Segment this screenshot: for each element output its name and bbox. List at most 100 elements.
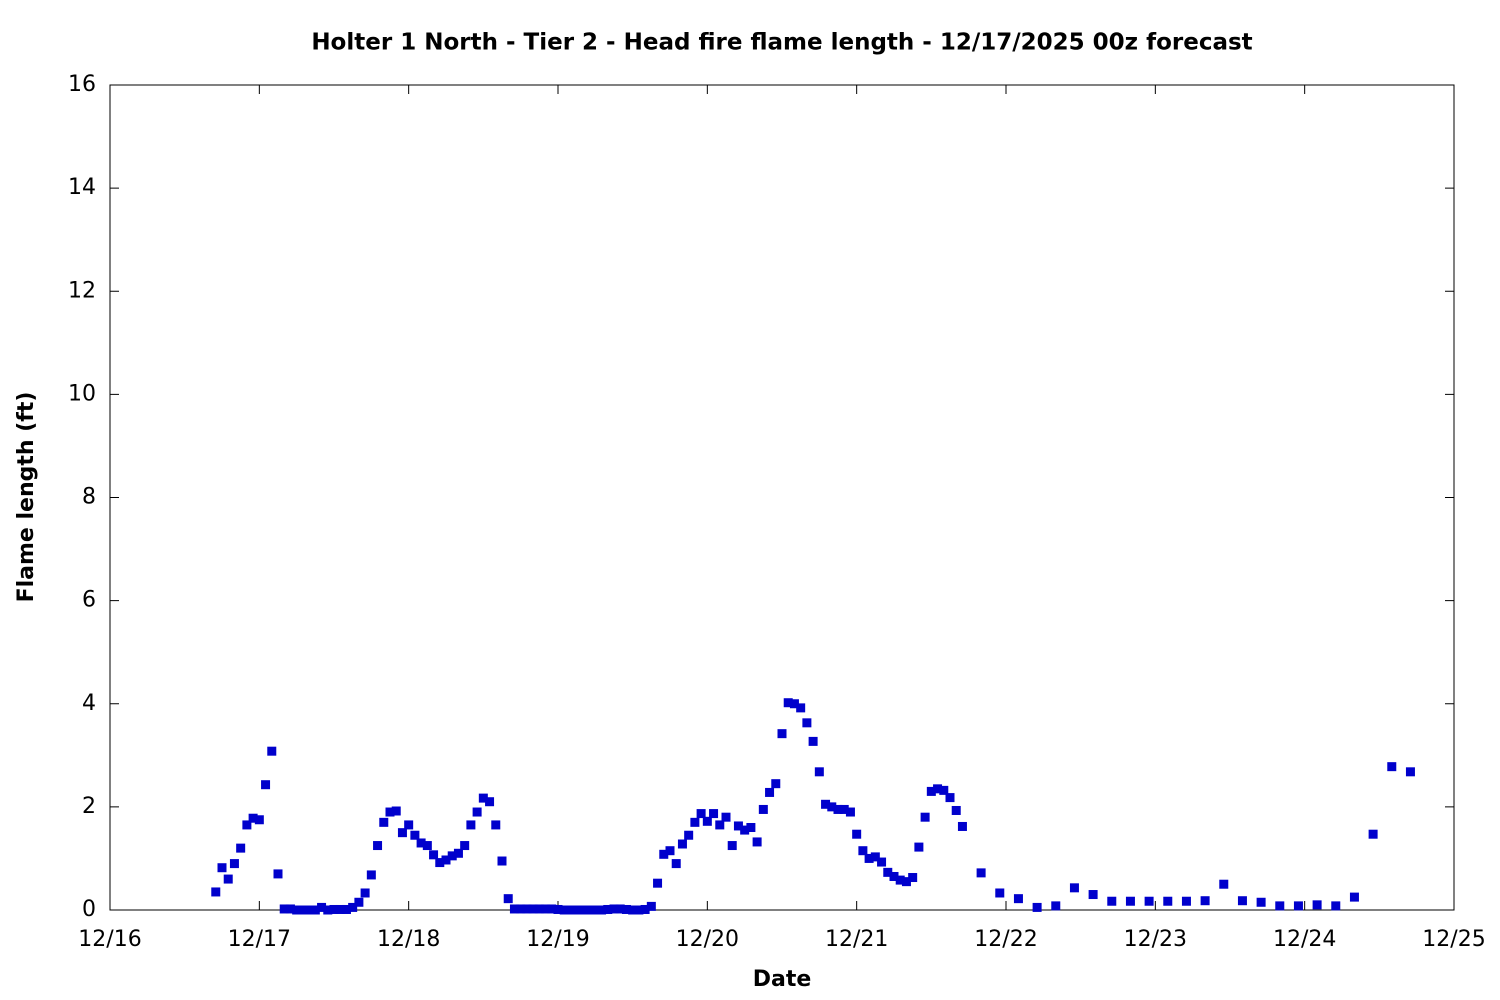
point	[404, 820, 414, 830]
x-tick-label: 12/23	[1124, 927, 1187, 952]
point	[1312, 900, 1322, 910]
point	[354, 897, 364, 907]
point	[422, 841, 432, 851]
point	[957, 821, 967, 831]
point	[211, 887, 221, 897]
point	[721, 812, 731, 822]
point	[715, 820, 725, 830]
y-tick-label: 0	[82, 897, 96, 922]
point	[453, 848, 463, 858]
y-tick-label: 4	[82, 691, 96, 716]
point	[572, 905, 582, 915]
point	[267, 746, 277, 756]
point	[1331, 901, 1341, 911]
x-tick-label: 12/20	[676, 927, 739, 952]
point	[348, 902, 358, 912]
point	[864, 853, 874, 863]
point	[559, 905, 569, 915]
point	[615, 904, 625, 914]
point	[1219, 879, 1229, 889]
y-tick-label: 10	[68, 381, 96, 406]
y-axis-label: Flame length (ft)	[14, 392, 39, 603]
point	[292, 905, 302, 915]
point	[752, 837, 762, 847]
point	[578, 905, 588, 915]
y-tick-label: 8	[82, 485, 96, 510]
point	[926, 786, 936, 796]
point	[1256, 897, 1266, 907]
point	[1069, 883, 1079, 893]
point	[1032, 902, 1042, 912]
point	[908, 873, 918, 883]
point	[603, 904, 613, 914]
point	[416, 838, 426, 848]
y-tick-label: 14	[68, 175, 96, 200]
point	[385, 807, 395, 817]
x-tick-label: 12/18	[377, 927, 440, 952]
point	[646, 901, 656, 911]
point	[1237, 896, 1247, 906]
point	[709, 809, 719, 819]
point	[447, 851, 457, 861]
point	[397, 828, 407, 838]
point	[547, 904, 557, 914]
point	[1125, 896, 1135, 906]
point	[553, 904, 563, 914]
point	[758, 804, 768, 814]
point	[640, 904, 650, 914]
x-tick-label: 12/17	[228, 927, 291, 952]
point	[702, 816, 712, 826]
y-tick-label: 2	[82, 794, 96, 819]
point	[733, 821, 743, 831]
point	[653, 878, 663, 888]
point	[217, 863, 227, 873]
point	[1275, 901, 1285, 911]
point	[1405, 767, 1415, 777]
point	[939, 785, 949, 795]
point	[1144, 896, 1154, 906]
point	[1107, 896, 1117, 906]
point	[677, 839, 687, 849]
point	[1293, 901, 1303, 911]
point	[883, 867, 893, 877]
point	[821, 799, 831, 809]
point	[1181, 896, 1191, 906]
x-tick-label: 12/21	[825, 927, 888, 952]
point	[945, 793, 955, 803]
point	[516, 904, 526, 914]
point	[323, 905, 333, 915]
point	[460, 841, 470, 851]
point	[304, 905, 314, 915]
point	[528, 904, 538, 914]
point	[771, 779, 781, 789]
point	[895, 875, 905, 885]
point	[379, 817, 389, 827]
point	[366, 870, 376, 880]
x-axis-label: Date	[753, 967, 812, 992]
x-tick-label: 12/24	[1273, 927, 1336, 952]
point	[746, 823, 756, 832]
point	[242, 820, 252, 830]
x-tick-label: 12/25	[1422, 927, 1485, 952]
point	[329, 904, 339, 914]
point	[335, 904, 345, 914]
point	[665, 846, 675, 856]
point	[261, 780, 271, 790]
point	[1163, 896, 1173, 906]
point	[920, 812, 930, 822]
point	[503, 894, 513, 904]
point	[858, 846, 868, 856]
point	[229, 859, 239, 869]
point	[565, 905, 575, 915]
point	[373, 841, 383, 851]
point	[802, 718, 812, 728]
point	[435, 858, 445, 868]
x-tick-label: 12/19	[526, 927, 589, 952]
point	[360, 888, 370, 898]
point	[671, 859, 681, 869]
point	[814, 767, 824, 777]
point	[597, 905, 607, 915]
point	[621, 904, 631, 914]
point	[852, 829, 862, 839]
